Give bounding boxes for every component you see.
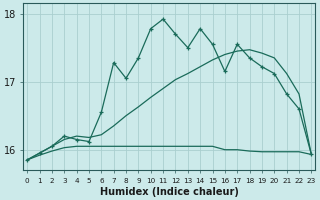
X-axis label: Humidex (Indice chaleur): Humidex (Indice chaleur) — [100, 187, 239, 197]
